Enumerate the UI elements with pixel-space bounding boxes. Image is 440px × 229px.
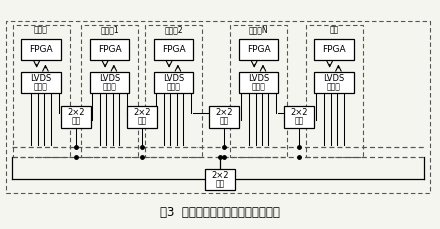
Text: FPGA: FPGA [247,45,271,54]
Bar [90,39,129,60]
Bar [314,39,354,60]
Text: 开关: 开关 [294,116,304,125]
Text: 开关: 开关 [137,116,147,125]
Bar [230,25,287,157]
Text: 视频卡N: 视频卡N [249,26,268,35]
Text: LVDS: LVDS [248,74,269,83]
Bar [61,106,91,128]
Text: LVDS: LVDS [323,74,345,83]
Bar [305,25,363,157]
Bar [205,169,235,190]
Text: FPGA: FPGA [161,45,185,54]
Text: 收发器: 收发器 [252,82,265,91]
Bar [81,25,138,157]
Text: FPGA: FPGA [29,45,53,54]
Bar [239,39,279,60]
Bar [154,72,193,93]
Text: 2×2: 2×2 [216,108,233,117]
Text: 2×2: 2×2 [290,108,308,117]
Text: FPGA: FPGA [322,45,346,54]
Bar [284,106,314,128]
Text: LVDS: LVDS [30,74,51,83]
Text: 开关: 开关 [220,116,229,125]
Bar [21,39,61,60]
Text: 2×2: 2×2 [211,171,229,180]
Text: 其他: 其他 [330,26,339,35]
Text: LVDS: LVDS [163,74,184,83]
Text: 视频卡1: 视频卡1 [100,26,119,35]
Bar [154,39,193,60]
Bar [6,21,429,193]
Text: 2×2: 2×2 [67,108,85,117]
Bar [239,72,279,93]
Text: 视频卡2: 视频卡2 [164,26,183,35]
Text: . . .: . . . [184,139,200,150]
Bar [314,72,354,93]
Text: 收发器: 收发器 [103,82,117,91]
Text: 2×2: 2×2 [133,108,150,117]
Text: FPGA: FPGA [98,45,121,54]
Bar [90,72,129,93]
Bar [145,25,202,157]
Bar [21,72,61,93]
Bar [12,25,70,157]
Text: 主控卡: 主控卡 [34,26,48,35]
Text: 收发器: 收发器 [34,82,48,91]
Text: LVDS: LVDS [99,74,120,83]
Text: 收发器: 收发器 [167,82,180,91]
Bar [209,106,239,128]
Text: 图3  背板自适应单环总线结构原理图: 图3 背板自适应单环总线结构原理图 [160,206,280,219]
Bar [127,106,157,128]
Text: 开关: 开关 [72,116,81,125]
Text: 开关: 开关 [215,179,225,188]
Text: 收发器: 收发器 [327,82,341,91]
